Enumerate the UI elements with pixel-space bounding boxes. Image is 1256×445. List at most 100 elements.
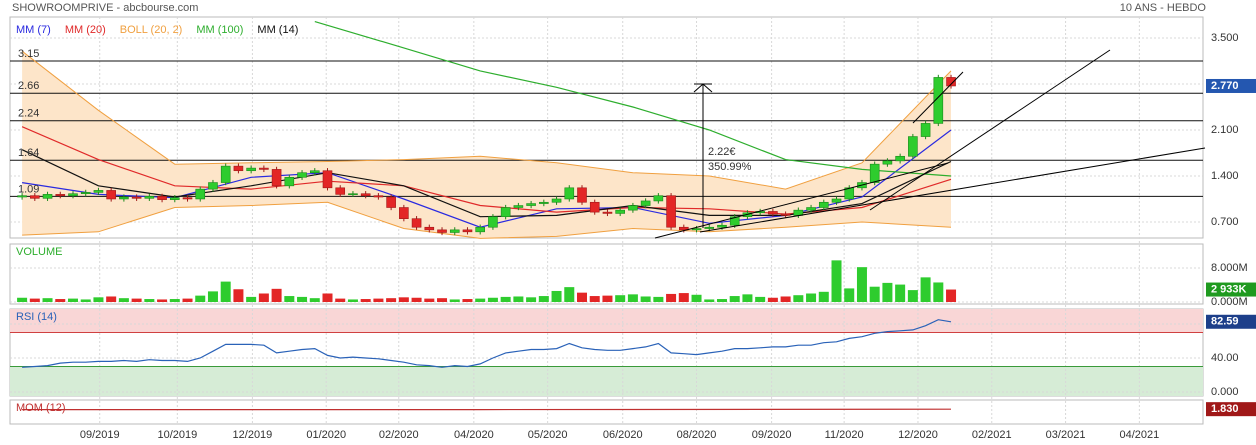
panel — [9, 399, 1204, 425]
candle-body — [30, 195, 40, 199]
candle-body — [589, 201, 600, 213]
candle-body — [640, 200, 651, 206]
candle-body — [615, 209, 625, 214]
volume-bar — [373, 298, 384, 303]
candle-body — [348, 193, 358, 196]
volume-bar — [856, 267, 867, 303]
volume-bar — [322, 293, 333, 303]
volume-bar — [716, 299, 727, 303]
volume-bar — [564, 287, 575, 303]
volume-bar — [487, 297, 498, 303]
legend-entry: MM (7) — [16, 24, 51, 36]
volume-bar — [844, 288, 855, 303]
volume-bar — [424, 298, 435, 303]
candle-body — [653, 195, 664, 202]
candle-body — [513, 205, 524, 208]
candle-body — [259, 167, 269, 170]
volume-bar — [195, 295, 206, 303]
annotation: 2.22€ — [708, 146, 736, 158]
volume-bar — [131, 298, 142, 303]
candle-body — [946, 77, 956, 87]
candle-body — [309, 170, 320, 173]
volume-bar — [767, 297, 778, 303]
candle-body — [602, 211, 613, 214]
marks-layer — [17, 74, 957, 303]
volume-bar — [666, 293, 677, 303]
candle-body — [373, 195, 384, 198]
labels-layer: 0.7001.4002.1002.8003.50009/201910/20191… — [16, 24, 1248, 441]
level-label: 3.15 — [18, 48, 39, 60]
volume-bar — [793, 295, 804, 303]
value-tag — [1206, 314, 1256, 329]
volume-bar — [691, 294, 702, 303]
volume-bar — [526, 297, 537, 303]
volume-bar — [233, 289, 244, 303]
candle-body — [780, 213, 791, 216]
x-tick-label: 03/2021 — [1046, 429, 1086, 441]
volume-bar — [462, 299, 473, 303]
candle-body — [157, 196, 167, 200]
volume-bar — [271, 288, 282, 303]
volume-bar — [602, 295, 613, 303]
volume-bar — [169, 299, 180, 303]
x-tick-label: 12/2020 — [898, 429, 938, 441]
value-tag-label: 1.830 — [1211, 403, 1239, 415]
candle-body — [768, 211, 778, 215]
candle-body — [564, 187, 575, 200]
volume-bar — [284, 296, 295, 303]
annotation: 350.99% — [708, 161, 752, 173]
bg-layer — [9, 16, 1204, 425]
volume-bar — [297, 296, 308, 303]
candle-body — [818, 201, 829, 208]
candle-body — [335, 187, 346, 195]
candle-body — [437, 229, 447, 233]
volume-bar — [93, 297, 104, 303]
candle-body — [322, 170, 333, 189]
candle-body — [933, 77, 944, 124]
trend-line — [699, 147, 1206, 233]
volume-bar — [513, 296, 524, 303]
candle-body — [233, 165, 244, 172]
candle-body — [424, 226, 435, 231]
volume-bar — [207, 291, 218, 303]
x-tick-label: 11/2020 — [825, 429, 864, 441]
moving-average — [314, 21, 952, 177]
y-tick-label: 0.700 — [1211, 216, 1239, 228]
trend-line — [869, 49, 1111, 211]
level-label: 1.64 — [18, 147, 39, 159]
volume-bar — [335, 298, 346, 303]
candle-body — [449, 229, 460, 233]
volume-bar — [67, 298, 78, 303]
volume-bar — [933, 282, 944, 303]
candle-body — [793, 209, 804, 216]
volume-bar — [946, 289, 957, 303]
candle-body — [17, 195, 27, 198]
candle-body — [717, 224, 727, 228]
volume-bar — [551, 290, 562, 303]
candle-body — [908, 136, 918, 157]
volume-bar — [118, 298, 129, 303]
candle-body — [360, 193, 371, 196]
candle-body — [869, 163, 880, 183]
chart-title: SHOWROOMPRIVE - abcbourse.com — [12, 2, 198, 14]
volume-bar — [80, 299, 91, 303]
y-tick-label: 0.000M — [1211, 296, 1248, 308]
candle-body — [106, 190, 116, 200]
candle-body — [729, 216, 740, 226]
panel-title: VOLUME — [16, 246, 62, 258]
volume-bar — [627, 294, 638, 303]
volume-bar — [653, 296, 664, 303]
candle-body — [539, 201, 549, 204]
candle-body — [169, 197, 180, 200]
candle-body — [882, 160, 893, 165]
volume-bar — [755, 296, 766, 303]
volume-bar — [157, 299, 168, 303]
x-tick-label: 09/2019 — [80, 429, 120, 441]
candle-body — [284, 176, 295, 187]
candle-body — [462, 229, 473, 233]
volume-bar — [258, 293, 269, 303]
panel — [9, 243, 1204, 305]
candle-body — [628, 205, 638, 211]
candle-body — [42, 194, 53, 199]
candle-body — [55, 194, 66, 196]
